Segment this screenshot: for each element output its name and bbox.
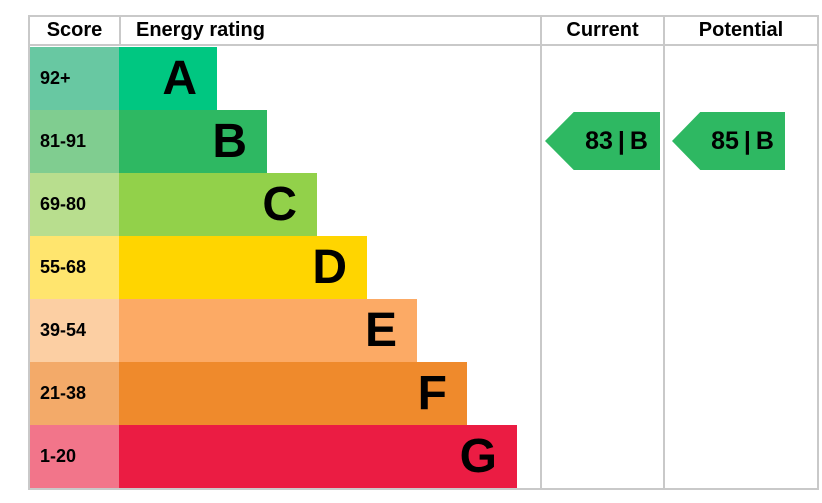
potential-rating-separator: | (743, 126, 751, 155)
current-rating-separator: | (617, 126, 625, 155)
potential-rating-band: B (755, 126, 774, 155)
score-range-f: 21-38 (30, 362, 119, 425)
current-rating-arrow: 83 | B (545, 112, 660, 170)
band-letter-g: G (459, 429, 497, 483)
band-bar-d: D (119, 236, 367, 299)
score-column-header: Score (46, 19, 103, 41)
header-divider-line (30, 44, 817, 46)
band-letter-b: B (212, 114, 247, 168)
band-letter-f: F (417, 366, 447, 420)
score-range-e: 39-54 (30, 299, 119, 362)
band-bar-a: A (119, 47, 217, 110)
band-bar-f: F (119, 362, 467, 425)
score-range-c: 69-80 (30, 173, 119, 236)
score-range-d: 55-68 (30, 236, 119, 299)
band-letter-e: E (364, 303, 397, 357)
score-range-b: 81-91 (30, 110, 119, 173)
score-range-a: 92+ (30, 47, 119, 110)
energy-rating-chart: Score Energy rating Current Potential 92… (28, 15, 819, 490)
potential-column-header: Potential (698, 19, 784, 41)
current-rating-score: 83 (585, 126, 613, 155)
band-bar-c: C (119, 173, 317, 236)
energy-current-divider-line (540, 17, 542, 488)
band-bar-g: G (119, 425, 517, 488)
score-range-g: 1-20 (30, 425, 119, 488)
energy-rating-column-header: Energy rating (136, 19, 265, 41)
current-column-header: Current (566, 19, 639, 41)
band-bar-b: B (119, 110, 267, 173)
current-rating-band: B (629, 126, 648, 155)
band-letter-c: C (262, 177, 297, 231)
band-letter-d: D (312, 240, 347, 294)
current-potential-divider-line (663, 17, 665, 488)
potential-rating-score: 85 (711, 126, 739, 155)
score-energy-divider-line (119, 17, 121, 44)
potential-rating-arrow: 85 | B (672, 112, 785, 170)
band-letter-a: A (162, 51, 197, 105)
band-bar-e: E (119, 299, 417, 362)
